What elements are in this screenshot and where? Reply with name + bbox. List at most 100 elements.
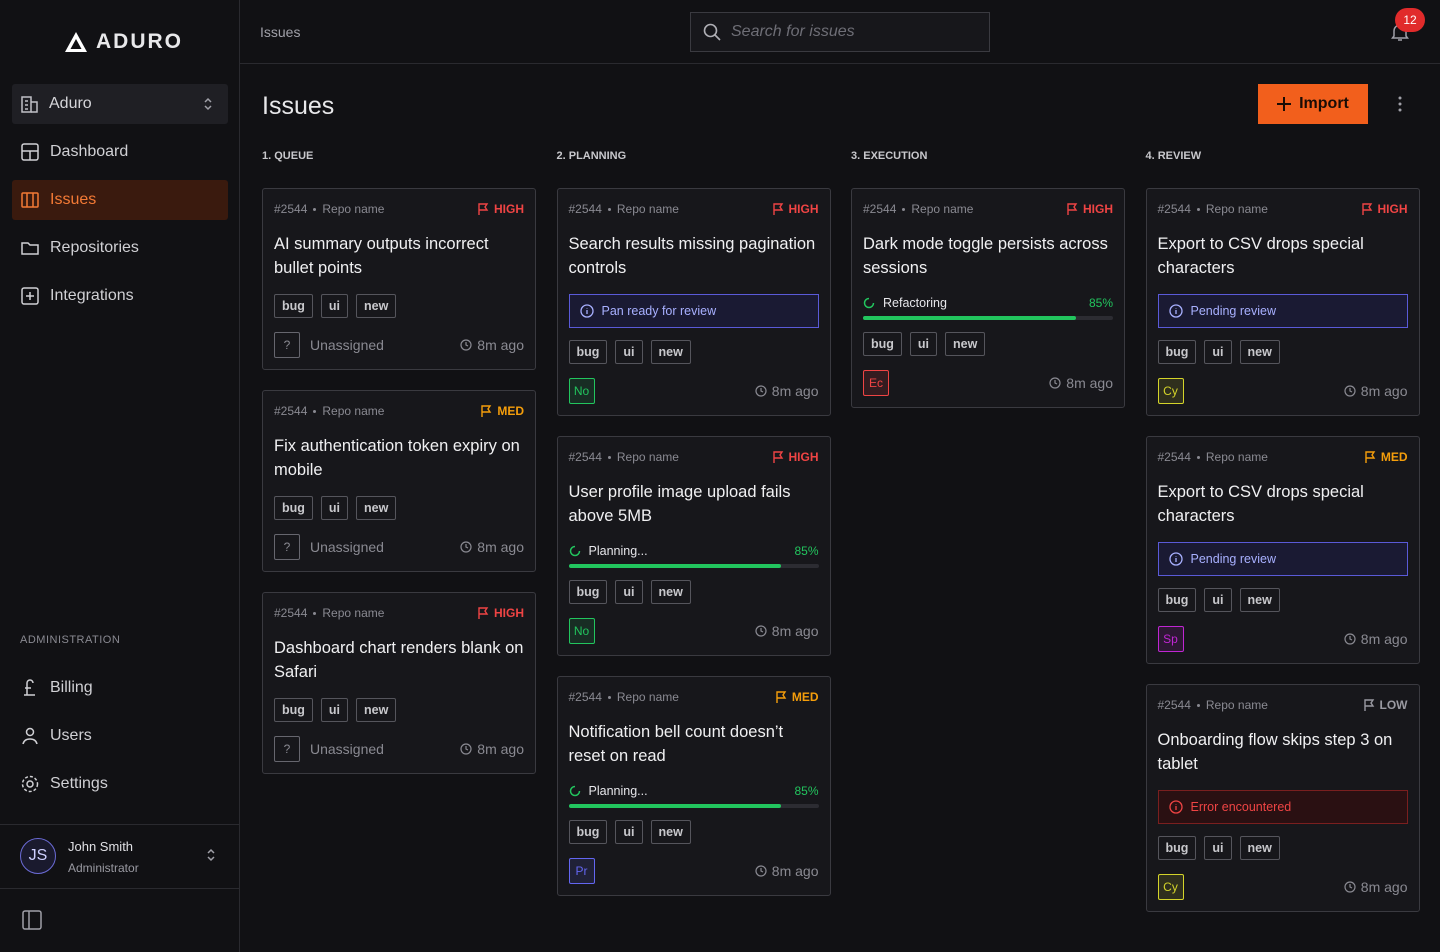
import-button[interactable]: Import: [1258, 84, 1368, 124]
tag[interactable]: bug: [1157, 340, 1197, 364]
nav-item[interactable]: Billing: [12, 668, 228, 708]
tag[interactable]: ui: [615, 820, 643, 844]
issue-card[interactable]: #2544 Repo name MED Export to CSV drops spe…: [1145, 436, 1420, 664]
issue-card[interactable]: #2544 Repo name HIGH Search results missing…: [556, 188, 831, 416]
issue-card[interactable]: #2544 Repo name MED Fix authentication toke…: [262, 390, 536, 572]
priority-label: MED: [497, 404, 524, 418]
issue-card[interactable]: #2544 Repo name HIGH Dashboard chart render…: [262, 592, 536, 774]
column: 2. PLANNING #2544 Repo name HIGH Search resu…: [556, 150, 831, 916]
tags: bug ui new: [568, 820, 819, 844]
tag[interactable]: bug: [568, 580, 608, 604]
tag[interactable]: bug: [863, 332, 902, 356]
progress-track: [568, 804, 819, 808]
tag[interactable]: new: [945, 332, 986, 356]
tags: bug ui new: [863, 332, 1113, 356]
tag[interactable]: ui: [909, 332, 938, 356]
tag[interactable]: bug: [568, 820, 608, 844]
tag[interactable]: new: [356, 496, 397, 520]
nav-item[interactable]: Dashboard: [12, 132, 228, 172]
tag[interactable]: ui: [615, 580, 643, 604]
nav-icon: [21, 287, 39, 305]
status-text: Planning...: [588, 784, 648, 798]
issue-card[interactable]: #2544 Repo name HIGH Dark mode toggle persi…: [851, 188, 1125, 408]
workspace-name: Aduro: [49, 95, 92, 112]
tag[interactable]: ui: [1204, 836, 1232, 860]
tag[interactable]: new: [356, 294, 397, 318]
card-title: Dashboard chart renders blank on Safari: [274, 639, 524, 681]
tag[interactable]: new: [1239, 340, 1280, 364]
section-label: ADMINISTRATION: [20, 634, 121, 646]
assignee-name: Unassigned: [310, 741, 384, 757]
column: 4. REVIEW #2544 Repo name HIGH Export to CSV…: [1145, 150, 1420, 932]
nav-icon: [21, 192, 39, 208]
nav-item[interactable]: Integrations: [12, 276, 228, 316]
tag[interactable]: bug: [1157, 836, 1197, 860]
priority-label: HIGH: [1083, 202, 1113, 216]
issue-card[interactable]: #2544 Repo name MED Notification bell count…: [556, 676, 831, 896]
tag[interactable]: new: [356, 698, 397, 722]
tag[interactable]: new: [650, 340, 691, 364]
issue-card[interactable]: #2544 Repo name HIGH Export to CSV drops sp…: [1145, 188, 1420, 416]
time-ago: 8m ago: [1360, 631, 1408, 647]
tag[interactable]: new: [1239, 588, 1280, 612]
flag-icon: [481, 405, 492, 417]
tag[interactable]: ui: [320, 496, 349, 520]
plus-icon: [1277, 97, 1292, 111]
tag[interactable]: bug: [568, 340, 608, 364]
card-header: #2544 Repo name HIGH: [569, 200, 819, 218]
repo-name: Repo name: [1205, 450, 1268, 464]
workspace-switcher[interactable]: Aduro: [12, 84, 228, 124]
repo-name: Repo name: [616, 202, 679, 216]
issue-card[interactable]: #2544 Repo name HIGH AI summary outputs inc…: [262, 188, 536, 370]
repo-name: Repo name: [322, 202, 385, 216]
tag[interactable]: bug: [274, 294, 313, 318]
tag[interactable]: bug: [274, 698, 313, 722]
nav-item[interactable]: Issues: [12, 180, 228, 220]
tag[interactable]: ui: [320, 294, 349, 318]
nav-item[interactable]: Repositories: [12, 228, 228, 268]
priority-label: HIGH: [788, 450, 819, 464]
priority: HIGH: [772, 202, 819, 216]
tag[interactable]: ui: [615, 340, 643, 364]
sidebar-toggle[interactable]: [22, 910, 42, 930]
clock-icon: [460, 339, 472, 351]
status: Refactoring 85%: [863, 294, 1113, 320]
brand: ADURO: [64, 30, 183, 54]
separator: [1196, 455, 1200, 459]
tag[interactable]: ui: [320, 698, 349, 722]
card-title: Fix authentication token expiry on mobil…: [274, 437, 520, 479]
nav-item[interactable]: Settings: [12, 764, 228, 804]
tag[interactable]: new: [650, 580, 691, 604]
time: 8m ago: [755, 383, 819, 399]
assignee-avatar: Sp: [1157, 626, 1184, 652]
card-title: Dark mode toggle persists across session…: [863, 235, 1108, 277]
progress-track: [863, 316, 1113, 320]
issue-card[interactable]: #2544 Repo name LOW Onboarding flow skips s…: [1145, 684, 1420, 912]
assignee-avatar: ?: [274, 736, 300, 762]
tag[interactable]: ui: [1204, 340, 1232, 364]
breadcrumb[interactable]: Issues: [260, 24, 301, 40]
priority: MED: [776, 690, 819, 704]
card-footer: ? Unassigned 8m ago: [274, 332, 524, 358]
import-label: Import: [1299, 95, 1349, 112]
assignee-avatar: No: [568, 618, 595, 644]
page-title: Issues: [262, 92, 335, 120]
clock-icon: [755, 625, 767, 637]
column: 1. QUEUE #2544 Repo name HIGH AI summary out…: [262, 150, 536, 794]
time-ago: 8m ago: [771, 623, 819, 639]
more-menu[interactable]: [1396, 94, 1404, 114]
user-menu[interactable]: JS John Smith Administrator: [0, 824, 239, 889]
tag[interactable]: bug: [274, 496, 313, 520]
tag[interactable]: ui: [1204, 588, 1232, 612]
nav-item[interactable]: Users: [12, 716, 228, 756]
nav-label: Settings: [50, 775, 108, 792]
assignee-avatar: Cy: [1157, 378, 1184, 404]
assignee-name: Unassigned: [310, 337, 384, 353]
issue-id: #2544: [1157, 202, 1191, 216]
search-input[interactable]: Search for issues: [690, 12, 990, 52]
tag[interactable]: new: [650, 820, 691, 844]
tag[interactable]: new: [1239, 836, 1280, 860]
issue-card[interactable]: #2544 Repo name HIGH User profile image upl…: [556, 436, 831, 656]
tag[interactable]: bug: [1157, 588, 1197, 612]
status-text: Pan ready for review: [601, 304, 717, 318]
